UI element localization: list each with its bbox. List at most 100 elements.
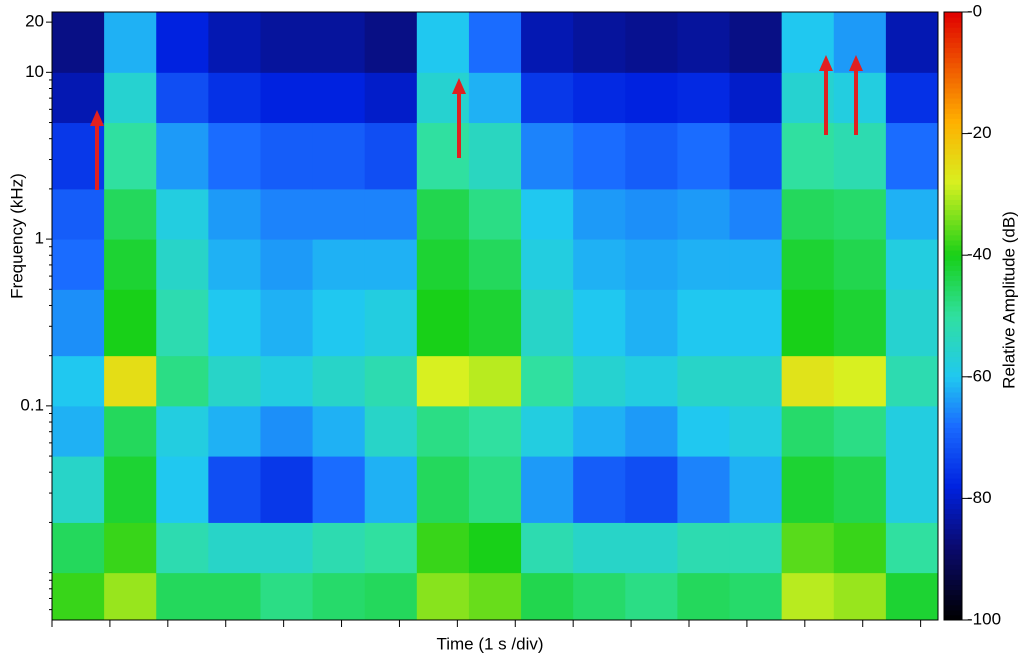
- cell: [312, 239, 366, 290]
- cell: [208, 289, 261, 357]
- colorbar-swatch: [944, 371, 962, 378]
- cell: [781, 289, 835, 357]
- cell: [885, 72, 939, 124]
- colorbar-swatch: [944, 407, 962, 413]
- colorbar-swatch: [944, 199, 962, 206]
- colorbar-swatch: [944, 174, 962, 180]
- cell: [781, 405, 835, 457]
- colorbar-swatch: [944, 341, 962, 347]
- cell: [104, 12, 157, 73]
- colorbar-swatch: [944, 462, 962, 469]
- cell: [416, 456, 470, 523]
- colorbar-swatch: [944, 260, 962, 266]
- cell: [677, 289, 731, 357]
- cell: [521, 456, 574, 523]
- cell: [781, 355, 835, 407]
- cell: [625, 72, 678, 124]
- cell: [104, 405, 157, 457]
- cell: [677, 522, 731, 574]
- colorbar-swatch: [944, 478, 962, 484]
- colorbar-frame: [943, 11, 963, 621]
- cell: [625, 522, 678, 574]
- colorbar-swatch: [944, 316, 962, 322]
- colorbar-swatch: [944, 42, 962, 48]
- cell: [364, 289, 418, 357]
- arrow-head: [90, 110, 104, 126]
- cell: [781, 239, 835, 290]
- cell: [364, 355, 418, 407]
- colorbar-swatch: [944, 417, 962, 423]
- colorbar-swatch: [944, 189, 962, 195]
- arrow-head: [452, 78, 466, 94]
- cell: [260, 239, 314, 290]
- cell: [416, 122, 470, 190]
- cell: [208, 522, 261, 574]
- cell: [52, 405, 105, 457]
- cell: [364, 405, 418, 457]
- cell: [260, 572, 314, 621]
- colorbar-swatch: [944, 103, 962, 109]
- cell: [364, 188, 418, 240]
- cell: [364, 72, 418, 124]
- colorbar-swatch: [944, 427, 962, 434]
- colorbar-swatch: [944, 12, 962, 18]
- cell: [416, 12, 470, 73]
- cell: [260, 289, 314, 357]
- cell: [52, 456, 105, 523]
- heatmap: [52, 12, 939, 621]
- cell: [833, 522, 887, 574]
- colorbar-swatch: [944, 381, 962, 388]
- cell: [885, 289, 939, 357]
- cell: [104, 355, 157, 407]
- colorbar-swatch: [944, 488, 962, 494]
- cell: [312, 522, 366, 574]
- colorbar-swatch: [944, 93, 962, 99]
- colorbar-swatch: [944, 37, 962, 43]
- cell: [312, 289, 366, 357]
- colorbar-swatch: [944, 229, 962, 236]
- cell: [729, 405, 783, 457]
- colorbar-swatch: [944, 564, 962, 570]
- colorbar-swatch: [944, 123, 962, 130]
- cell: [833, 405, 887, 457]
- cell: [156, 239, 209, 290]
- colorbar-swatch: [944, 331, 962, 337]
- y-axis-label: Frequency (kHz): [7, 173, 26, 299]
- cell: [729, 572, 783, 621]
- cell: [312, 72, 366, 124]
- axes: 20 10 1 0.1: [20, 11, 939, 627]
- colorbar-tick-label: -80: [967, 488, 992, 507]
- cell: [364, 12, 418, 73]
- colorbar-swatch: [944, 614, 962, 621]
- cell: [104, 188, 157, 240]
- cell: [416, 239, 470, 290]
- colorbar-swatch: [944, 82, 962, 89]
- cell: [625, 188, 678, 240]
- cell: [677, 405, 731, 457]
- cell: [416, 355, 470, 407]
- cell: [52, 12, 105, 73]
- cell: [104, 122, 157, 190]
- colorbar-swatch: [944, 402, 962, 408]
- cell: [468, 72, 522, 124]
- cell: [156, 12, 209, 73]
- colorbar-swatch: [944, 452, 962, 459]
- cell: [625, 572, 678, 621]
- cell: [208, 572, 261, 621]
- colorbar-swatch: [944, 240, 962, 246]
- colorbar-swatch: [944, 67, 962, 74]
- colorbar-swatch: [944, 321, 962, 327]
- colorbar-swatch: [944, 57, 962, 64]
- colorbar-swatch: [944, 559, 962, 565]
- cell: [521, 572, 574, 621]
- cell: [625, 355, 678, 407]
- cell: [416, 405, 470, 457]
- colorbar-swatch: [944, 533, 962, 540]
- cell: [416, 72, 470, 124]
- colorbar-swatch: [944, 108, 962, 114]
- cell: [312, 572, 366, 621]
- cell: [729, 122, 783, 190]
- cell: [573, 522, 626, 574]
- cell: [208, 405, 261, 457]
- cell: [885, 188, 939, 240]
